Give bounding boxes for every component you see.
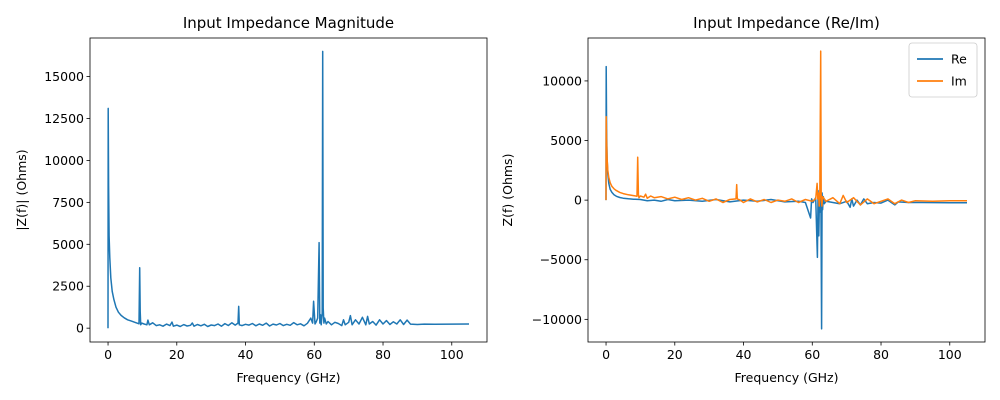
y-tick-label: 7500	[52, 195, 84, 210]
x-axis-label: Frequency (GHz)	[237, 370, 341, 385]
y-axis-label: |Z(f)| (Ohms)	[14, 149, 29, 230]
chart-title: Input Impedance (Re/Im)	[693, 14, 880, 32]
x-tick-label: 0	[602, 347, 610, 362]
x-tick-label: 60	[306, 347, 322, 362]
chart-title: Input Impedance Magnitude	[183, 14, 394, 32]
x-tick-label: 80	[873, 347, 889, 362]
x-tick-label: 100	[938, 347, 962, 362]
x-axis-label: Frequency (GHz)	[735, 370, 839, 385]
legend-label-re: Re	[951, 52, 967, 67]
y-tick-label: 10000	[44, 153, 84, 168]
y-tick-label: −10000	[532, 312, 582, 327]
y-tick-label: 10000	[542, 73, 582, 88]
x-tick-label: 100	[440, 347, 464, 362]
y-tick-label: 5000	[550, 133, 582, 148]
y-axis-label: Z(f) (Ohms)	[500, 154, 515, 227]
y-tick-label: −5000	[540, 252, 582, 267]
legend-box	[908, 42, 978, 98]
legend: Re Im	[908, 42, 978, 98]
y-tick-label: 12500	[44, 111, 84, 126]
series-line-im	[605, 50, 967, 207]
axes-frame	[587, 37, 986, 343]
y-tick-label: 15000	[44, 69, 84, 84]
x-tick-label: 60	[804, 347, 820, 362]
x-tick-label: 40	[736, 347, 752, 362]
legend-label-im: Im	[951, 74, 967, 89]
chart-panel-1: 0 20 40 60 80 100 0 2500 5000 7500 10000 12500 15000…	[14, 14, 488, 385]
x-tick-label: 20	[667, 347, 683, 362]
y-tick-label: 0	[76, 321, 84, 336]
x-tick-label: 80	[375, 347, 391, 362]
x-tick-label: 20	[169, 347, 185, 362]
x-tick-label: 40	[238, 347, 254, 362]
chart-panel-2: 0 20 40 60 80 100 −10000 −5000 0 5000 10000 Input I…	[500, 14, 986, 385]
axes-frame	[89, 37, 488, 343]
y-tick-label: 0	[574, 193, 582, 208]
y-tick-label: 2500	[52, 279, 84, 294]
y-tick-label: 5000	[52, 237, 84, 252]
x-tick-label: 0	[104, 347, 112, 362]
series-line-1	[107, 50, 470, 329]
